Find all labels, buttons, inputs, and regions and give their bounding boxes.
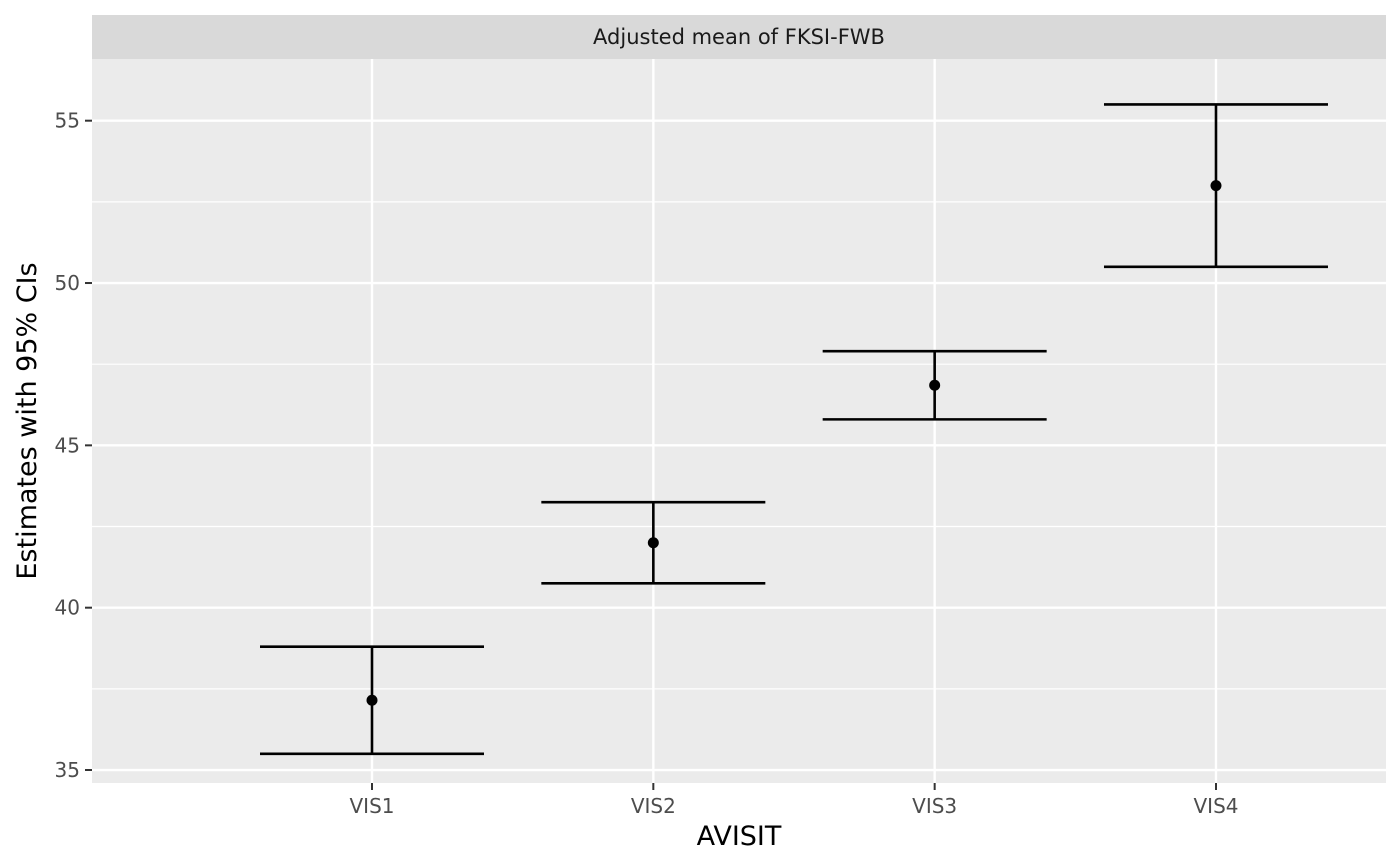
y-tick-label: 50 [55,271,80,295]
x-tick-label: VIS2 [631,794,676,818]
estimate-point [366,694,378,706]
y-axis-title: Estimates with 95% CIs [12,262,43,579]
y-tick-label: 40 [55,596,80,620]
y-axis: 35 40 45 50 55 [55,109,92,782]
strip-background [92,15,1386,59]
y-tick-label: 45 [55,433,80,457]
x-tick-label: VIS3 [912,794,957,818]
estimate-point [1210,180,1222,192]
plot-panel [92,59,1386,783]
x-tick-label: VIS1 [350,794,395,818]
x-axis: VIS1 VIS2 VIS3 VIS4 [350,783,1238,818]
x-axis-title: AVISIT [697,821,782,852]
x-tick-label: VIS4 [1193,794,1238,818]
minor-gridlines [92,201,1386,690]
error-bars [260,103,1328,756]
y-tick-label: 35 [55,758,80,782]
estimate-point [929,379,941,391]
estimate-point [647,537,659,549]
y-tick-label: 55 [55,109,80,133]
facet-title: Adjusted mean of FKSI-FWB [593,25,885,49]
